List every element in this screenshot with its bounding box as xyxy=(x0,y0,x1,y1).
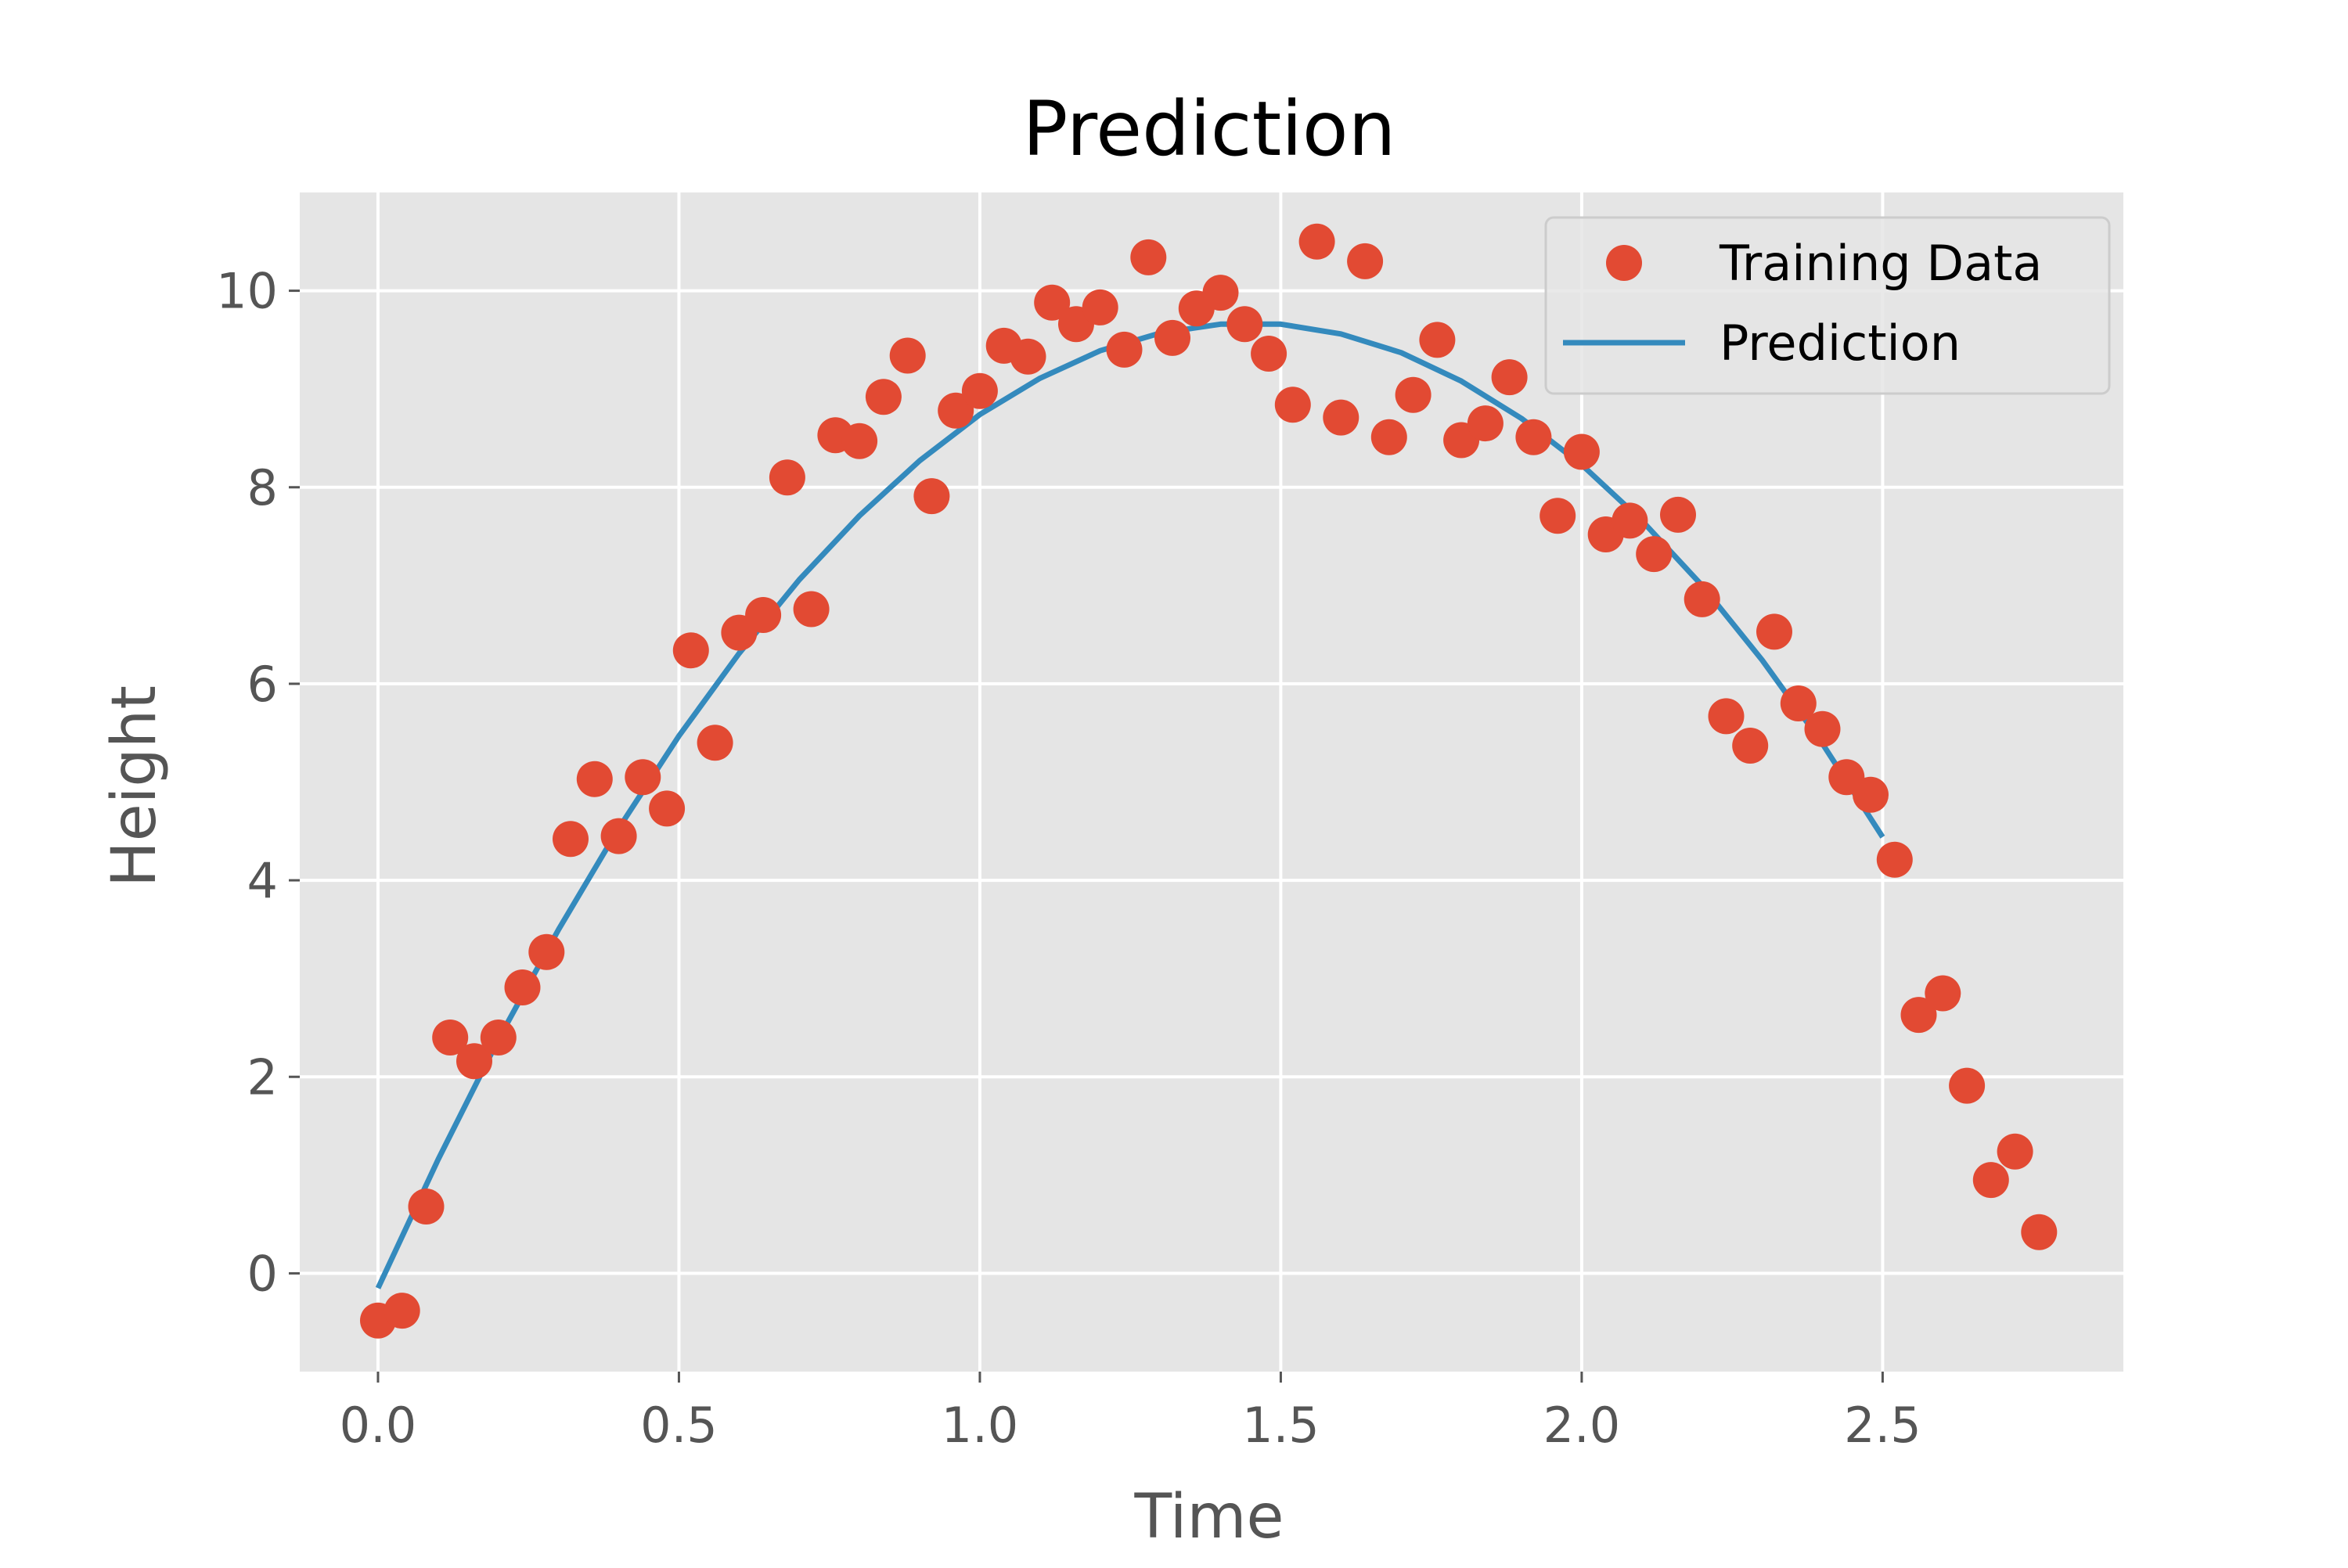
y-tick-label: 2 xyxy=(247,1048,278,1106)
data-point xyxy=(553,821,589,858)
data-point xyxy=(1732,728,1769,764)
data-point xyxy=(769,459,805,496)
x-tick-label: 2.5 xyxy=(1844,1397,1921,1454)
data-point xyxy=(1515,419,1552,455)
data-point xyxy=(480,1020,517,1056)
data-point xyxy=(1467,405,1504,442)
data-point xyxy=(1997,1133,2033,1170)
data-point xyxy=(1202,275,1239,311)
data-point xyxy=(1010,338,1046,375)
data-point xyxy=(1154,319,1190,356)
data-point xyxy=(1804,710,1841,747)
data-point xyxy=(1323,399,1359,436)
data-point xyxy=(1347,243,1384,279)
data-point xyxy=(576,761,613,797)
x-axis-label: Time xyxy=(1134,1482,1284,1552)
data-point xyxy=(1130,239,1167,275)
data-point xyxy=(625,759,661,796)
data-point xyxy=(1034,284,1071,321)
axis-ticks: 0.0 0.5 1.0 1.5 2.0 2.5 0 2 4 6 8 10 xyxy=(216,263,1921,1454)
data-point xyxy=(697,725,733,761)
data-point xyxy=(1491,359,1528,396)
x-tick-label: 1.5 xyxy=(1242,1397,1320,1454)
data-point xyxy=(1636,536,1673,573)
x-tick-label: 0.5 xyxy=(640,1397,718,1454)
data-point xyxy=(2021,1214,2058,1250)
data-point xyxy=(1949,1067,1986,1104)
data-point xyxy=(913,478,950,515)
data-point xyxy=(1419,322,1456,358)
y-axis-label: Height xyxy=(99,685,170,887)
data-point xyxy=(745,597,782,633)
data-point xyxy=(1540,498,1576,534)
chart-title: Prediction xyxy=(1023,85,1396,173)
data-point xyxy=(1274,387,1311,423)
y-tick-label: 0 xyxy=(247,1245,278,1302)
data-point xyxy=(1251,336,1287,372)
legend-label: Training Data xyxy=(1719,235,2042,292)
data-point xyxy=(408,1189,445,1225)
data-point xyxy=(1925,975,1961,1012)
y-tick-label: 8 xyxy=(247,459,278,516)
data-point xyxy=(1612,502,1648,539)
data-point xyxy=(1756,613,1792,650)
x-tick-label: 1.0 xyxy=(942,1397,1019,1454)
x-tick-label: 2.0 xyxy=(1543,1397,1621,1454)
data-point xyxy=(841,423,878,459)
data-point xyxy=(528,933,565,970)
data-point xyxy=(600,818,637,854)
data-point xyxy=(793,591,830,628)
data-point xyxy=(1684,581,1720,617)
data-point xyxy=(1082,289,1118,325)
data-point xyxy=(456,1043,492,1080)
data-point xyxy=(1370,419,1407,455)
data-point xyxy=(1563,433,1600,470)
data-point xyxy=(1298,223,1335,260)
data-point xyxy=(384,1293,420,1329)
data-point xyxy=(889,337,926,374)
data-point xyxy=(1226,306,1263,343)
data-point xyxy=(1395,376,1431,413)
data-point xyxy=(1900,997,1937,1034)
data-point xyxy=(1972,1162,2009,1199)
legend: Training Data Prediction xyxy=(1544,216,2111,395)
data-point xyxy=(672,632,709,669)
data-point xyxy=(1106,331,1143,368)
data-point xyxy=(938,392,974,429)
x-tick-label: 0.0 xyxy=(340,1397,417,1454)
data-point xyxy=(432,1020,469,1056)
data-point xyxy=(649,790,686,827)
data-point xyxy=(504,969,541,1005)
legend-label: Prediction xyxy=(1720,315,1961,372)
data-point xyxy=(865,379,902,415)
y-tick-label: 6 xyxy=(247,656,278,713)
y-tick-label: 4 xyxy=(247,852,278,909)
legend-point-marker xyxy=(1606,245,1642,281)
data-point xyxy=(1708,698,1745,735)
data-point xyxy=(1780,685,1817,721)
y-tick-label: 10 xyxy=(216,263,278,320)
data-point xyxy=(1876,841,1913,878)
training-data-series xyxy=(360,223,2058,1339)
data-point xyxy=(961,372,998,409)
data-point xyxy=(1660,496,1696,533)
data-point xyxy=(1853,776,1889,813)
legend-box xyxy=(1544,216,2111,395)
